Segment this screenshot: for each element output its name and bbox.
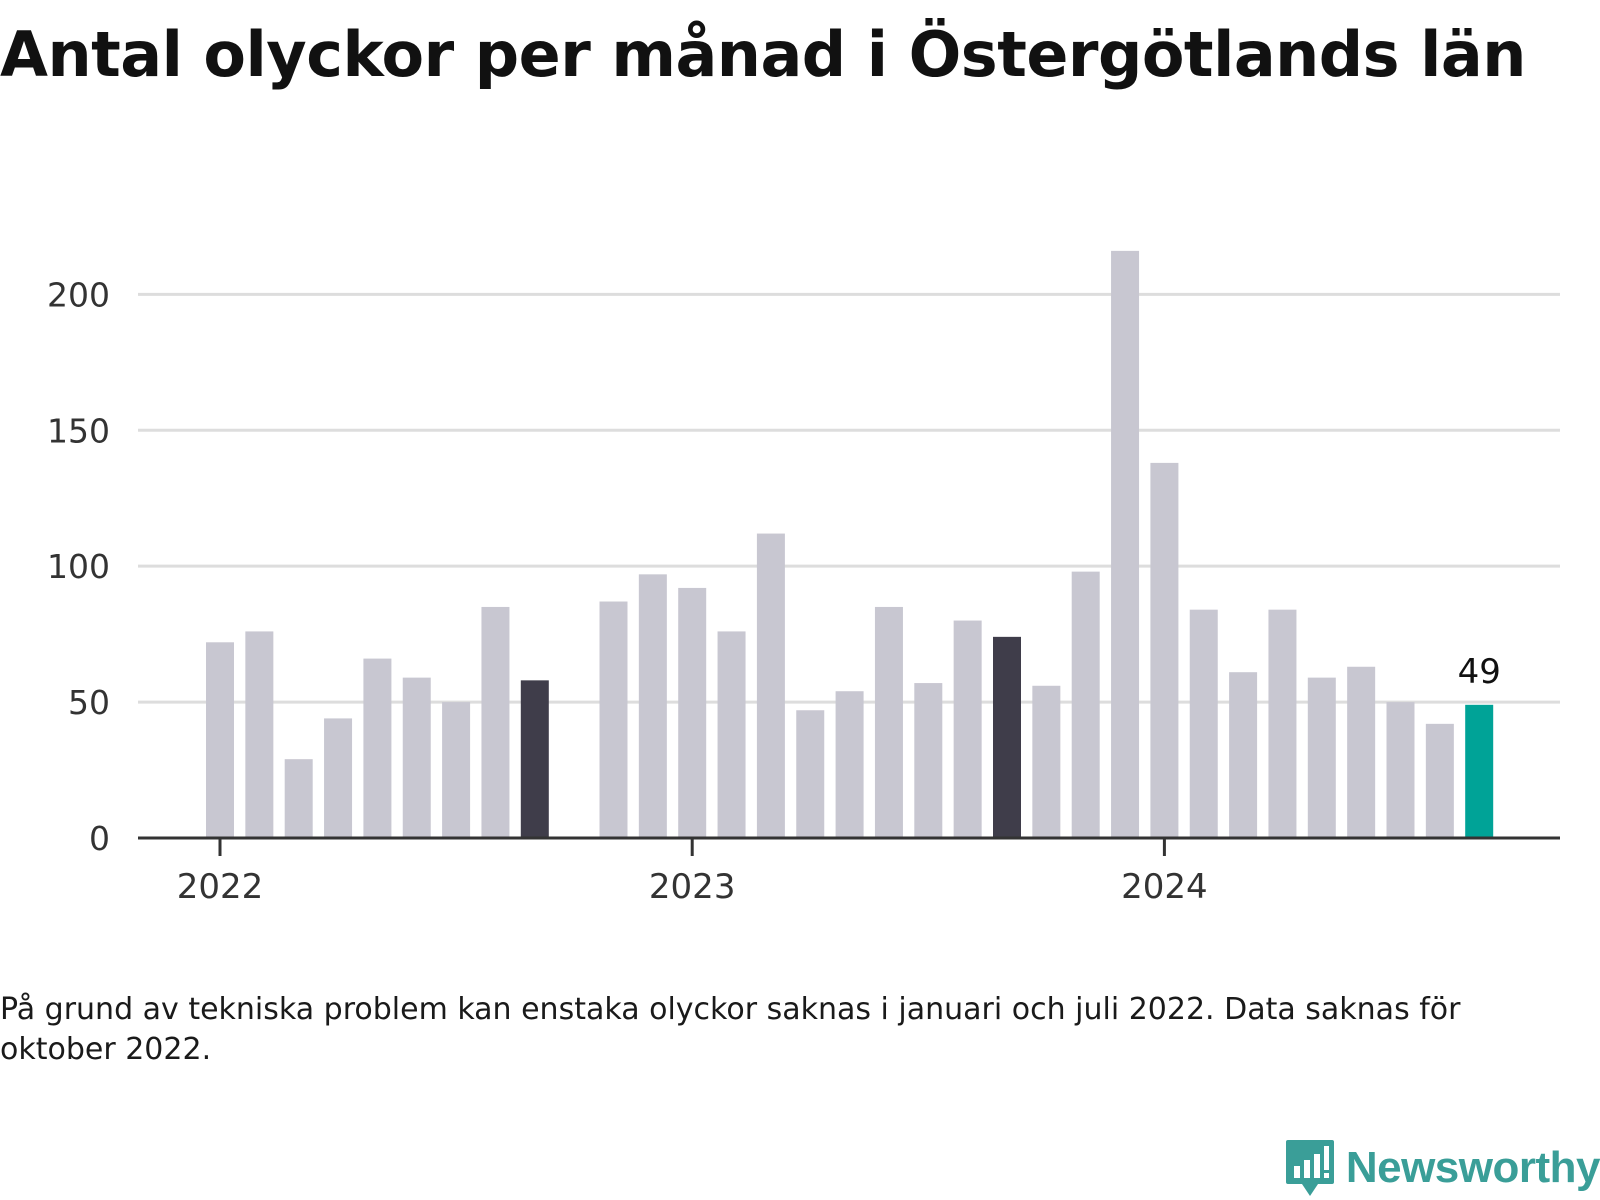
bar bbox=[1111, 250, 1140, 838]
bar bbox=[1150, 462, 1179, 838]
bar-chart-speech-bubble-icon bbox=[1285, 1140, 1334, 1196]
chart-title: Antal olyckor per månad i Östergötlands … bbox=[0, 18, 1526, 91]
bar bbox=[638, 574, 667, 838]
bar bbox=[481, 606, 510, 838]
bar bbox=[442, 702, 471, 838]
bar bbox=[284, 759, 313, 838]
bar bbox=[206, 642, 234, 838]
y-tick-label: 100 bbox=[47, 547, 110, 586]
x-tick-label: 2024 bbox=[1121, 867, 1208, 907]
x-axis bbox=[138, 836, 1560, 856]
bar bbox=[599, 601, 628, 838]
y-tick-label: 200 bbox=[47, 275, 110, 314]
bar bbox=[993, 636, 1021, 838]
bar bbox=[796, 710, 825, 838]
bar bbox=[756, 533, 785, 838]
bar bbox=[1229, 672, 1258, 838]
bar bbox=[835, 691, 864, 838]
bar bbox=[1189, 609, 1218, 838]
x-tick-label: 2022 bbox=[177, 867, 264, 907]
tick-labels: 0 50 100 150 200 2022 2023 2024 49 bbox=[47, 275, 1501, 907]
data-label: 49 bbox=[1458, 652, 1501, 692]
newsworthy-logo: Newsworthy bbox=[1284, 1138, 1600, 1198]
bar bbox=[1268, 609, 1297, 838]
bar bbox=[1307, 677, 1336, 838]
y-tick-label: 50 bbox=[68, 683, 110, 722]
bar bbox=[520, 680, 549, 838]
bar bbox=[874, 606, 903, 838]
footnote: På grund av tekniska problem kan enstaka… bbox=[0, 992, 1461, 1067]
bar bbox=[363, 658, 392, 838]
gridlines bbox=[138, 292, 1560, 704]
bar bbox=[1386, 702, 1415, 838]
y-tick-label: 150 bbox=[47, 411, 110, 450]
bar bbox=[914, 683, 943, 838]
bar bbox=[1465, 704, 1494, 838]
bar bbox=[402, 677, 431, 838]
logo-text: Newsworthy bbox=[1345, 1143, 1600, 1192]
bar bbox=[324, 718, 353, 838]
y-tick-label: 0 bbox=[89, 819, 110, 858]
bar-chart: 0 50 100 150 200 2022 2023 2024 49 bbox=[47, 250, 1560, 907]
x-tick-label: 2023 bbox=[649, 867, 736, 907]
bar bbox=[1425, 723, 1454, 838]
bars bbox=[206, 250, 1494, 838]
bar bbox=[953, 620, 982, 838]
bar bbox=[1071, 571, 1100, 838]
bar bbox=[245, 631, 274, 838]
bar bbox=[678, 587, 707, 838]
bar bbox=[1347, 666, 1376, 838]
bar bbox=[717, 631, 746, 838]
bar bbox=[1032, 685, 1061, 838]
